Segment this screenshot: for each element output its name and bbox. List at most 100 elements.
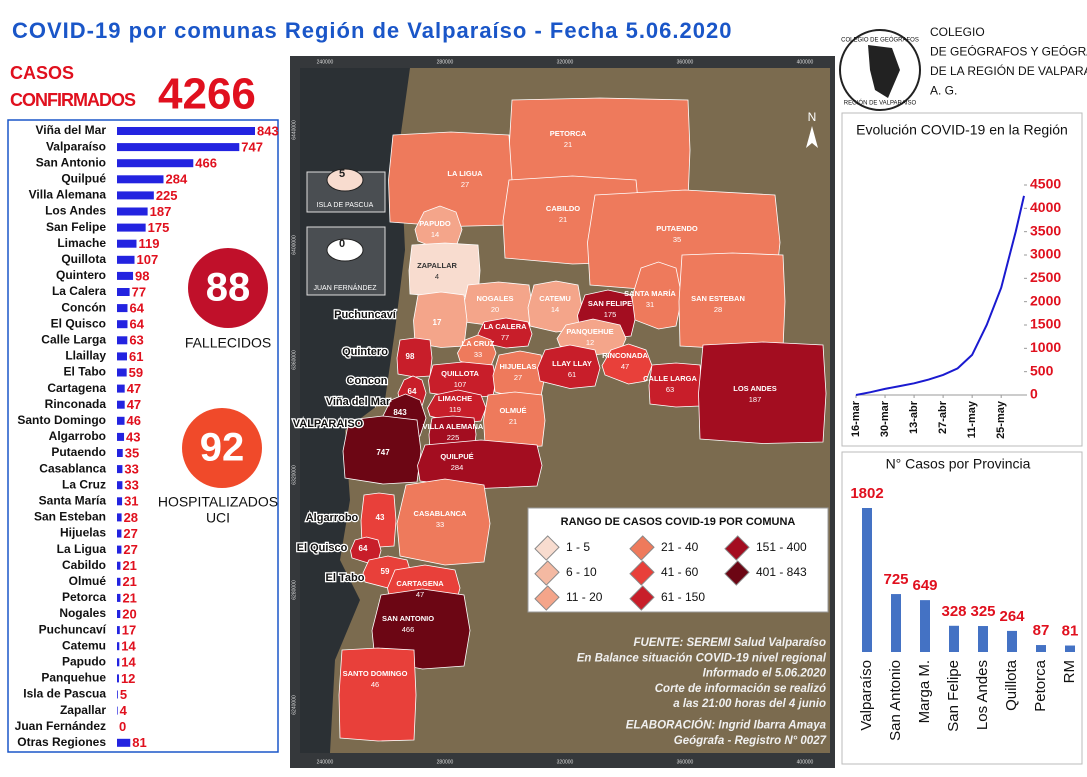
value-label: 21 [122,558,136,573]
region-name: CABILDO [546,204,580,213]
region-name: CALLE LARGA [643,374,697,383]
category-label: Quillota [61,252,106,266]
line [855,195,1025,396]
region-value: 284 [451,463,464,472]
region [360,492,397,548]
region-value: 466 [402,625,415,634]
bar [117,336,128,345]
region [338,647,417,742]
region-value: 64 [408,387,417,396]
bar [117,175,164,184]
legend-label: 401 - 843 [756,565,807,579]
category-label: Concón [61,300,106,314]
region-name: SAN ESTEBAN [691,294,745,303]
category-label: Limache [57,236,106,250]
org-line: A. G. [930,84,957,98]
value-label: 47 [127,397,141,412]
region-name: CARTAGENA [396,579,444,588]
value-label: 27 [123,542,137,557]
region-name: OLMUÉ [499,406,526,415]
x-tick-label: 16-mar [850,400,862,437]
coast-label: VALPARAISO [293,418,364,430]
legend-label: 1 - 5 [566,540,590,554]
region-name: NOGALES [476,294,513,303]
region-value: 46 [371,680,379,689]
legend-label: 151 - 400 [756,540,807,554]
region-name: ZAPALLAR [417,261,457,270]
map-y-tick: 6400000 [291,235,297,255]
chart-title: N° Casos por Provincia [886,456,1031,472]
category-label: Juan Fernández [15,719,106,733]
bar [1065,645,1075,652]
category-label: Marga M. [916,660,933,723]
bar [117,368,127,377]
legend-label: 61 - 150 [661,590,705,604]
legend-swatch [534,560,560,586]
icu-label: UCI [206,510,230,526]
coast-label: Concon [347,375,388,387]
bar [117,497,123,506]
bar [117,513,122,522]
value-label: 21 [122,574,136,589]
bar [117,416,125,425]
legend-swatch [534,535,560,561]
category-label: Villa Alemana [29,188,107,202]
category-label: Santa María [39,493,107,507]
region-value: 64 [359,544,368,553]
map-x-tick: 360000 [677,59,694,65]
region-value: 28 [714,305,722,314]
icu-value: 92 [200,426,245,470]
island [326,168,364,192]
region-value: 61 [568,370,576,379]
value-label: 107 [137,252,159,267]
region [698,341,827,444]
map-y-tick: 6280000 [291,580,297,600]
region-value: 27 [461,180,469,189]
value-label: 33 [124,462,138,477]
category-label: El Quisco [51,316,106,330]
category-label: El Tabo [64,365,106,379]
deaths-circle [188,248,268,328]
bar [117,690,118,699]
category-label: Panquehue [41,671,106,685]
title: COVID-19 por comunas Región de Valparaís… [12,18,732,43]
bar [117,577,121,586]
value-label: 187 [150,204,172,219]
region-name: PAPUDO [419,219,451,228]
region-name: QUILPUÉ [440,452,473,461]
region-value: 17 [433,318,442,327]
icu-label: HOSPITALIZADOS [158,494,278,510]
category-label: Casablanca [39,461,106,475]
source-line: Geógrafa - Registro N° 0027 [674,735,827,747]
region-value: 21 [559,215,567,224]
value-label: 46 [127,413,141,428]
map-y-tick: 6240000 [291,695,297,715]
map-x-tick: 400000 [797,759,814,765]
cases-label: CONFIRMADOS [10,90,136,110]
category-label: San Felipe [945,660,962,732]
bar [1007,630,1017,652]
category-label: Rinconada [45,397,107,411]
y-tick-label: 3000 [1030,246,1061,262]
bar [117,706,118,715]
region-name: CASABLANCA [414,509,467,518]
value-label: 21 [122,590,136,605]
region-name: QUILLOTA [441,369,479,378]
region [631,261,683,330]
region-name: RINCONADA [602,351,648,360]
region-value: 21 [509,417,517,426]
legend-label: 41 - 60 [661,565,699,579]
north-arrow [806,126,818,148]
value-label: 119 [138,236,159,251]
region-name: LIMACHE [438,394,472,403]
category-label: Puchuncaví [39,622,107,636]
region-name: SANTO DOMINGO [343,669,408,678]
region-value: 175 [604,310,617,319]
value-label: 225 [156,188,178,203]
category-label: San Antonio [36,155,106,169]
map-y-tick: 6320000 [291,465,297,485]
bar [117,239,137,248]
region-name: CATEMU [539,294,571,303]
x-tick-label: 13-abr [908,400,920,434]
